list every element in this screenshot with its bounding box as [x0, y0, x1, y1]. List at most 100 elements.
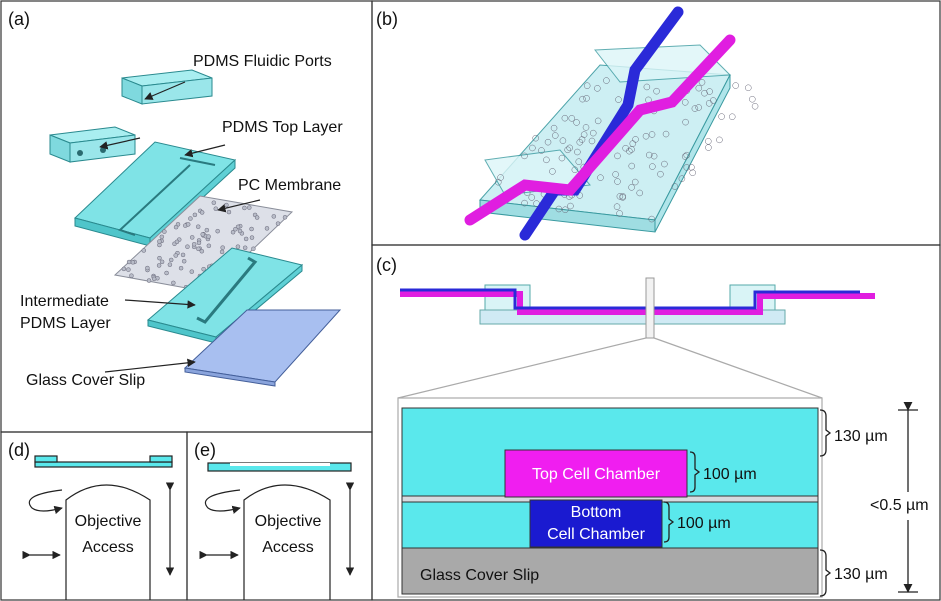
pore — [160, 235, 164, 239]
pore — [142, 248, 146, 252]
pore — [126, 268, 130, 272]
page: (a) PDMS Fluidic Ports PDMS Top Layer PC… — [0, 0, 941, 601]
pore — [185, 245, 189, 249]
pore — [227, 210, 231, 214]
pore — [165, 271, 169, 275]
pore — [200, 210, 204, 214]
pore — [196, 225, 200, 229]
figure: (a) PDMS Fluidic Ports PDMS Top Layer PC… — [0, 0, 941, 601]
pore — [255, 216, 259, 220]
pore — [224, 203, 228, 207]
objective-label: Objective — [255, 513, 322, 530]
dimension-label: 100 µm — [703, 466, 757, 483]
pore — [214, 207, 218, 211]
dimension-label: 130 µm — [834, 566, 888, 583]
panel-label: (c) — [376, 255, 397, 275]
pore — [212, 201, 216, 205]
pore — [690, 170, 696, 176]
pore — [207, 244, 211, 248]
pore — [157, 240, 161, 244]
pore — [283, 215, 287, 219]
pore — [188, 217, 192, 221]
panel-label: (b) — [376, 9, 398, 29]
chamber-label: Cell Chamber — [547, 526, 645, 543]
pore — [745, 85, 751, 91]
dimension-label: <0.5 µm — [870, 497, 929, 514]
objective-label: Access — [262, 539, 314, 556]
pore — [733, 83, 739, 89]
pore — [174, 254, 178, 258]
pore — [233, 227, 237, 231]
chamber-label: Top Cell Chamber — [532, 466, 661, 483]
pore — [145, 266, 149, 270]
pore — [169, 258, 173, 262]
pore — [186, 222, 190, 226]
pore — [265, 226, 269, 230]
pore — [197, 241, 201, 245]
pore — [749, 96, 755, 102]
fluidic-port-1 — [122, 70, 212, 104]
pore — [250, 236, 254, 240]
objective-label: Objective — [75, 513, 142, 530]
pore — [122, 267, 126, 271]
pore — [216, 229, 220, 233]
pore — [221, 246, 225, 250]
callout-label: Glass Cover Slip — [26, 372, 145, 389]
pore — [247, 206, 251, 210]
pore — [196, 247, 200, 251]
callout-label: PDMS Fluidic Ports — [193, 53, 332, 70]
pore — [276, 222, 280, 226]
pore — [182, 259, 186, 263]
pore — [129, 274, 133, 278]
pore — [192, 242, 196, 246]
pore — [162, 230, 166, 234]
pore — [131, 260, 135, 264]
pore — [168, 263, 172, 267]
pore — [201, 232, 205, 236]
pore — [171, 281, 175, 285]
callout-label: PDMS Top Layer — [222, 119, 343, 136]
pore — [157, 263, 161, 267]
pore — [705, 138, 711, 144]
fluidic-port-2 — [50, 127, 135, 162]
device-side-view — [400, 278, 875, 338]
chamber-label: Bottom — [571, 504, 622, 521]
pore — [719, 114, 725, 120]
pore — [190, 270, 194, 274]
pore — [190, 235, 194, 239]
panel-label: (e) — [194, 440, 216, 460]
pore — [127, 260, 131, 264]
pore — [236, 245, 240, 249]
pore — [193, 213, 197, 217]
pore — [147, 279, 151, 283]
pore — [205, 228, 209, 232]
pore — [238, 229, 242, 233]
dimension-label: 100 µm — [677, 515, 731, 532]
pore — [220, 250, 224, 254]
cross-section — [402, 408, 818, 594]
pore — [174, 225, 178, 229]
pore — [181, 253, 185, 257]
layer-label: Glass Cover Slip — [420, 567, 539, 584]
callout-label: PDMS Layer — [20, 315, 111, 332]
dimension-label: 130 µm — [834, 428, 888, 445]
panel-label: (d) — [8, 440, 30, 460]
pore — [752, 103, 758, 109]
pore — [242, 206, 246, 210]
pore — [152, 277, 156, 281]
callout-label: Intermediate — [20, 293, 109, 310]
pore — [251, 247, 255, 251]
pore — [207, 235, 211, 239]
pore — [716, 137, 722, 143]
pore — [705, 145, 711, 151]
objective-label: Access — [82, 539, 134, 556]
pore — [729, 114, 735, 120]
pore — [200, 249, 204, 253]
objective-diagram — [205, 463, 351, 600]
pore — [272, 214, 276, 218]
pore — [160, 260, 164, 264]
pore — [244, 237, 248, 241]
pore — [179, 266, 183, 270]
pore — [243, 246, 247, 250]
callout-label: PC Membrane — [238, 177, 341, 194]
